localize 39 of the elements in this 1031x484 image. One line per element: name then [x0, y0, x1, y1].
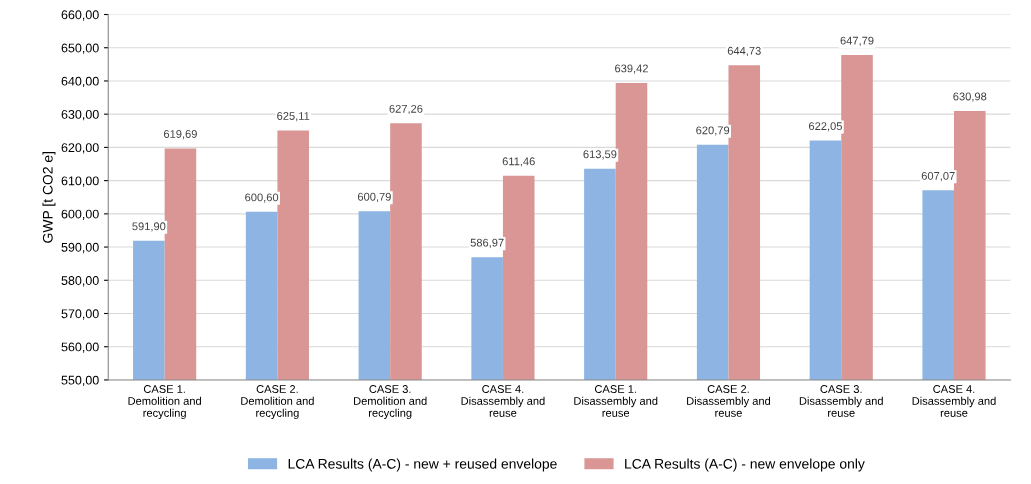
- x-tick-label: CASE 4. Disassembly and reuse: [912, 385, 996, 417]
- data-label: 591,90: [132, 222, 166, 232]
- data-label: 600,79: [357, 192, 391, 202]
- data-label: 613,59: [583, 150, 617, 160]
- y-tick-label: 630,00: [61, 109, 99, 121]
- y-tick-label: 550,00: [61, 375, 99, 387]
- data-label: 644,73: [727, 46, 761, 57]
- data-label: 620,79: [696, 126, 730, 136]
- data-label: 622,05: [809, 122, 842, 132]
- data-label: 647,79: [840, 36, 874, 46]
- y-tick-label: 590,00: [61, 242, 99, 254]
- y-tick-label: 570,00: [61, 309, 99, 320]
- x-tick-label: CASE 4. Disassembly and reuse: [461, 385, 545, 417]
- x-tick-label: CASE 1. Disassembly and reuse: [574, 385, 658, 417]
- y-tick-label: 640,00: [61, 76, 99, 88]
- y-tick-label: 610,00: [61, 176, 99, 187]
- legend-label: LCA Results (A-C) - new envelope only: [625, 458, 865, 472]
- data-label: 611,46: [502, 157, 535, 167]
- x-tick-label: CASE 2. Demolition and recycling: [241, 385, 314, 420]
- data-label: 619,69: [164, 130, 197, 140]
- y-tick-label: 650,00: [61, 43, 99, 54]
- data-label: 639,42: [615, 64, 648, 74]
- x-tick-label: CASE 3. Disassembly and reuse: [799, 385, 883, 417]
- y-tick-label: 580,00: [61, 276, 99, 287]
- y-tick-label: 560,00: [61, 342, 99, 353]
- data-label: 607,07: [921, 171, 955, 182]
- y-tick-label: 660,00: [61, 10, 99, 21]
- y-tick-label: 620,00: [61, 143, 99, 154]
- y-tick-label: 600,00: [61, 209, 99, 220]
- data-label: 630,98: [953, 92, 987, 102]
- legend-label: LCA Results (A-C) - new + reused envelope: [288, 458, 557, 472]
- y-axis-title: GWP [t CO2 e]: [42, 152, 56, 243]
- data-label: 627,26: [389, 104, 423, 115]
- x-tick-label: CASE 3. Demolition and recycling: [354, 385, 427, 420]
- data-label: 586,97: [470, 238, 504, 248]
- x-tick-label: CASE 2. Disassembly and reuse: [687, 385, 771, 417]
- x-tick-label: CASE 1. Demolition and recycling: [128, 385, 201, 420]
- data-label: 600,60: [245, 193, 279, 203]
- data-label: 625,11: [277, 112, 310, 122]
